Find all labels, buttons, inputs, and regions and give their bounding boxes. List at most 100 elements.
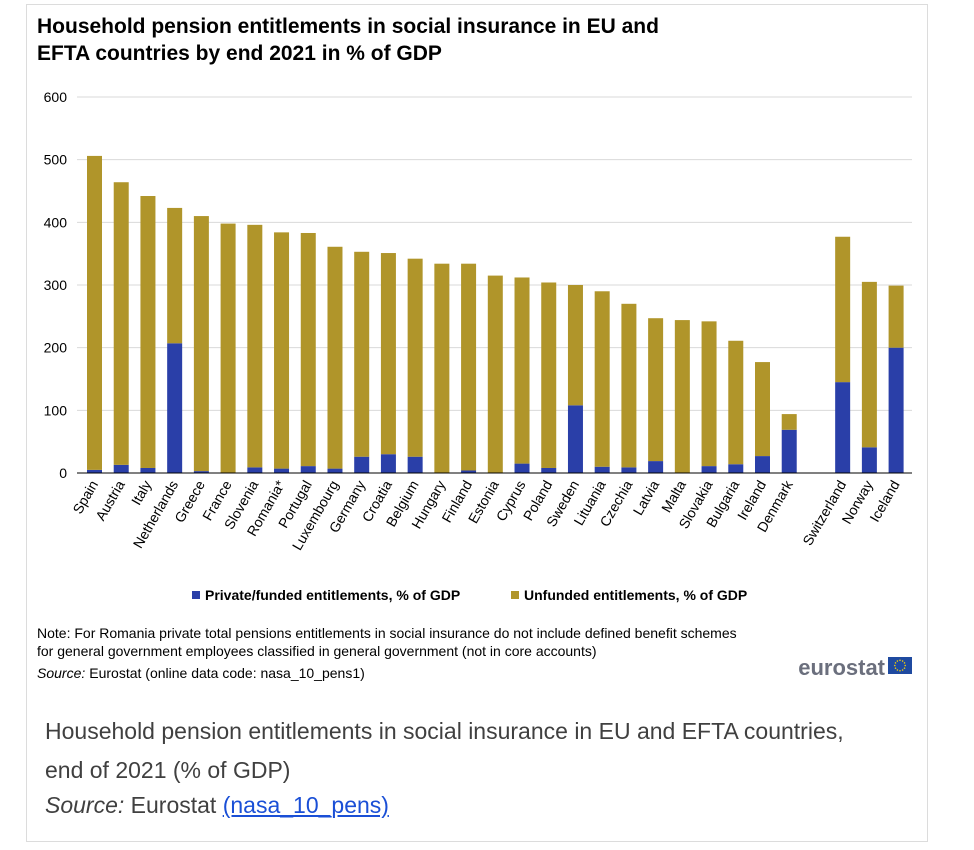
bar-unfunded-ireland	[755, 362, 770, 457]
bar-unfunded-germany	[354, 251, 370, 457]
bar-unfunded-slovenia	[247, 224, 263, 468]
bar-private-austria	[113, 464, 129, 473]
bar-unfunded-netherlands	[167, 207, 183, 344]
legend-swatch-private	[192, 591, 200, 599]
bar-unfunded-czechia	[621, 303, 637, 468]
bar-unfunded-greece	[193, 216, 209, 472]
bar-private-lituania	[594, 466, 610, 473]
y-tick-label: 300	[44, 277, 68, 293]
x-tick-label: Italy	[128, 478, 155, 508]
bar-private-ireland	[755, 456, 770, 473]
bar-unfunded-norway	[861, 281, 877, 448]
eurostat-logo: eurostat	[798, 655, 912, 680]
caption-source: Source: Eurostat (nasa_10_pens)	[45, 792, 389, 819]
bar-private-germany	[354, 456, 370, 473]
bar-unfunded-sweden	[567, 285, 583, 406]
bar-private-denmark	[781, 429, 797, 473]
bar-private-italy	[140, 467, 156, 473]
bar-private-spain	[87, 469, 102, 473]
bar-private-slovakia	[701, 466, 717, 473]
bar-private-norway	[861, 447, 877, 473]
y-tick-label: 400	[44, 214, 68, 230]
legend: Private/funded entitlements, % of GDP Un…	[192, 587, 747, 603]
bar-unfunded-luxembourg	[327, 246, 343, 469]
bar-unfunded-romania	[274, 232, 290, 469]
bar-private-croatia	[380, 454, 396, 473]
note-line1: Note: For Romania private total pensions…	[37, 625, 737, 641]
bar-unfunded-latvia	[648, 318, 664, 462]
eu-star	[901, 660, 904, 662]
y-tick-label: 200	[44, 340, 68, 356]
bar-unfunded-croatia	[380, 253, 396, 455]
bar-private-latvia	[648, 461, 664, 473]
chart-source-label: Source:	[37, 665, 85, 681]
bar-unfunded-belgium	[407, 258, 423, 457]
y-tick-label: 0	[59, 465, 67, 481]
bar-private-romania	[274, 468, 290, 473]
chart-source-text: Eurostat (online data code: nasa_10_pens…	[89, 665, 365, 681]
bar-unfunded-france	[220, 223, 236, 473]
eu-star	[894, 664, 896, 667]
y-axis-ticks: 0 100 200 300 400 500 600	[44, 89, 68, 481]
eurostat-logo-text: eurostat	[798, 655, 885, 680]
legend-swatch-unfunded	[511, 591, 519, 599]
chart-title-line1: Household pension entitlements in social…	[37, 15, 659, 38]
y-tick-label: 600	[44, 89, 68, 105]
bar-unfunded-slovakia	[701, 321, 717, 467]
eu-star	[904, 664, 906, 667]
caption-source-label: Source:	[45, 792, 125, 818]
bar-unfunded-malta	[674, 320, 690, 473]
bar-unfunded-iceland	[888, 285, 904, 348]
bar-unfunded-lituania	[594, 291, 610, 467]
y-tick-label: 100	[44, 402, 68, 418]
eu-star	[901, 669, 904, 671]
bar-unfunded-italy	[140, 196, 156, 468]
y-tick-label: 500	[44, 152, 68, 168]
bar-private-czechia	[621, 467, 637, 473]
bar-private-greece	[193, 471, 209, 473]
eu-star	[896, 660, 899, 662]
chart-source: Source: Eurostat (online data code: nasa_…	[37, 665, 365, 681]
note-line2: for general government employees classif…	[37, 643, 597, 659]
bar-unfunded-denmark	[781, 414, 797, 430]
bar-private-portugal	[300, 466, 316, 473]
bar-private-finland	[461, 470, 477, 473]
bar-unfunded-bulgaria	[728, 340, 744, 465]
eu-star	[896, 669, 899, 671]
eu-star	[894, 662, 897, 664]
caption-line2: end of 2021 (% of GDP)	[45, 757, 291, 783]
eu-flag-icon	[888, 657, 912, 674]
bar-private-iceland	[888, 347, 904, 473]
bar-unfunded-spain	[87, 155, 102, 470]
bar-unfunded-hungary	[434, 263, 450, 473]
legend-label-private: Private/funded entitlements, % of GDP	[205, 587, 460, 603]
eu-stars-icon	[894, 659, 906, 672]
bar-private-belgium	[407, 456, 423, 473]
caption-line1: Household pension entitlements in social…	[45, 718, 844, 744]
eu-star	[903, 662, 906, 664]
eu-star	[899, 659, 901, 662]
bar-unfunded-estonia	[487, 275, 503, 473]
gridlines	[77, 96, 912, 411]
x-tick-label: Latvia	[630, 477, 663, 518]
bar-private-bulgaria	[728, 464, 744, 473]
caption-source-link[interactable]: (nasa_10_pens)	[222, 792, 389, 818]
eu-star	[899, 669, 901, 672]
legend-label-unfunded: Unfunded entitlements, % of GDP	[524, 587, 747, 603]
bar-unfunded-austria	[113, 182, 129, 465]
bar-private-sweden	[567, 405, 583, 473]
bar-private-switzerland	[835, 382, 851, 473]
bar-private-cyprus	[514, 463, 530, 473]
eu-star	[894, 667, 897, 669]
bar-private-poland	[541, 467, 557, 473]
caption-source-text: Eurostat	[130, 792, 217, 818]
bar-unfunded-finland	[461, 263, 477, 471]
bar-unfunded-portugal	[300, 232, 316, 467]
bar-private-slovenia	[247, 467, 263, 473]
chart-figure: Household pension entitlements in social…	[37, 15, 912, 681]
bar-private-netherlands	[167, 343, 183, 473]
bar-unfunded-poland	[541, 282, 557, 468]
bars	[87, 155, 904, 473]
bar-unfunded-cyprus	[514, 277, 530, 464]
bar-unfunded-switzerland	[835, 236, 851, 383]
